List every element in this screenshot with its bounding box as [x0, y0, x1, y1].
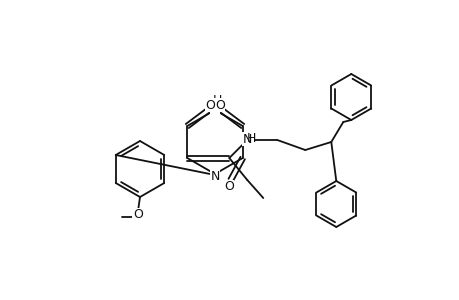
- Text: O: O: [205, 98, 215, 112]
- Text: N: N: [210, 100, 219, 113]
- Text: N: N: [210, 170, 219, 184]
- Text: H: H: [246, 131, 255, 145]
- Text: O: O: [133, 208, 143, 221]
- Text: N: N: [242, 133, 252, 146]
- Text: O: O: [214, 98, 224, 112]
- Text: O: O: [223, 181, 233, 194]
- Text: H: H: [212, 94, 221, 106]
